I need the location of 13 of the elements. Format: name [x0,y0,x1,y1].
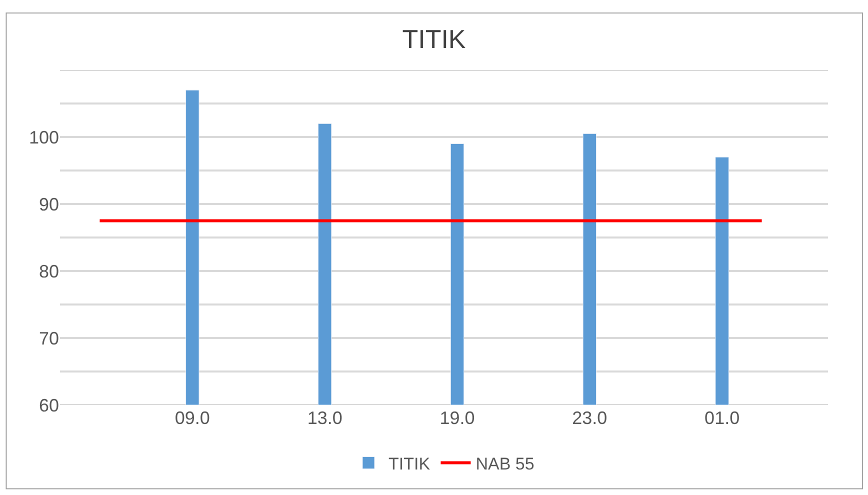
x-tick-label: 19.0 [440,408,475,428]
y-tick-label: 100 [28,127,59,148]
y-tick-label: 90 [38,194,59,214]
legend-label: NAB 55 [476,454,534,474]
y-tick-label: 70 [38,328,59,348]
y-tick-label: 60 [38,395,59,416]
x-tick-label: 01.0 [704,408,740,428]
x-tick-label: 13.0 [307,408,342,428]
chart-title: TITIK [402,24,466,54]
x-tick-label: 23.0 [572,408,608,428]
legend-label: TITIK [388,454,431,474]
y-tick-label: 80 [38,261,59,282]
x-tick-label: 09.0 [174,408,210,428]
